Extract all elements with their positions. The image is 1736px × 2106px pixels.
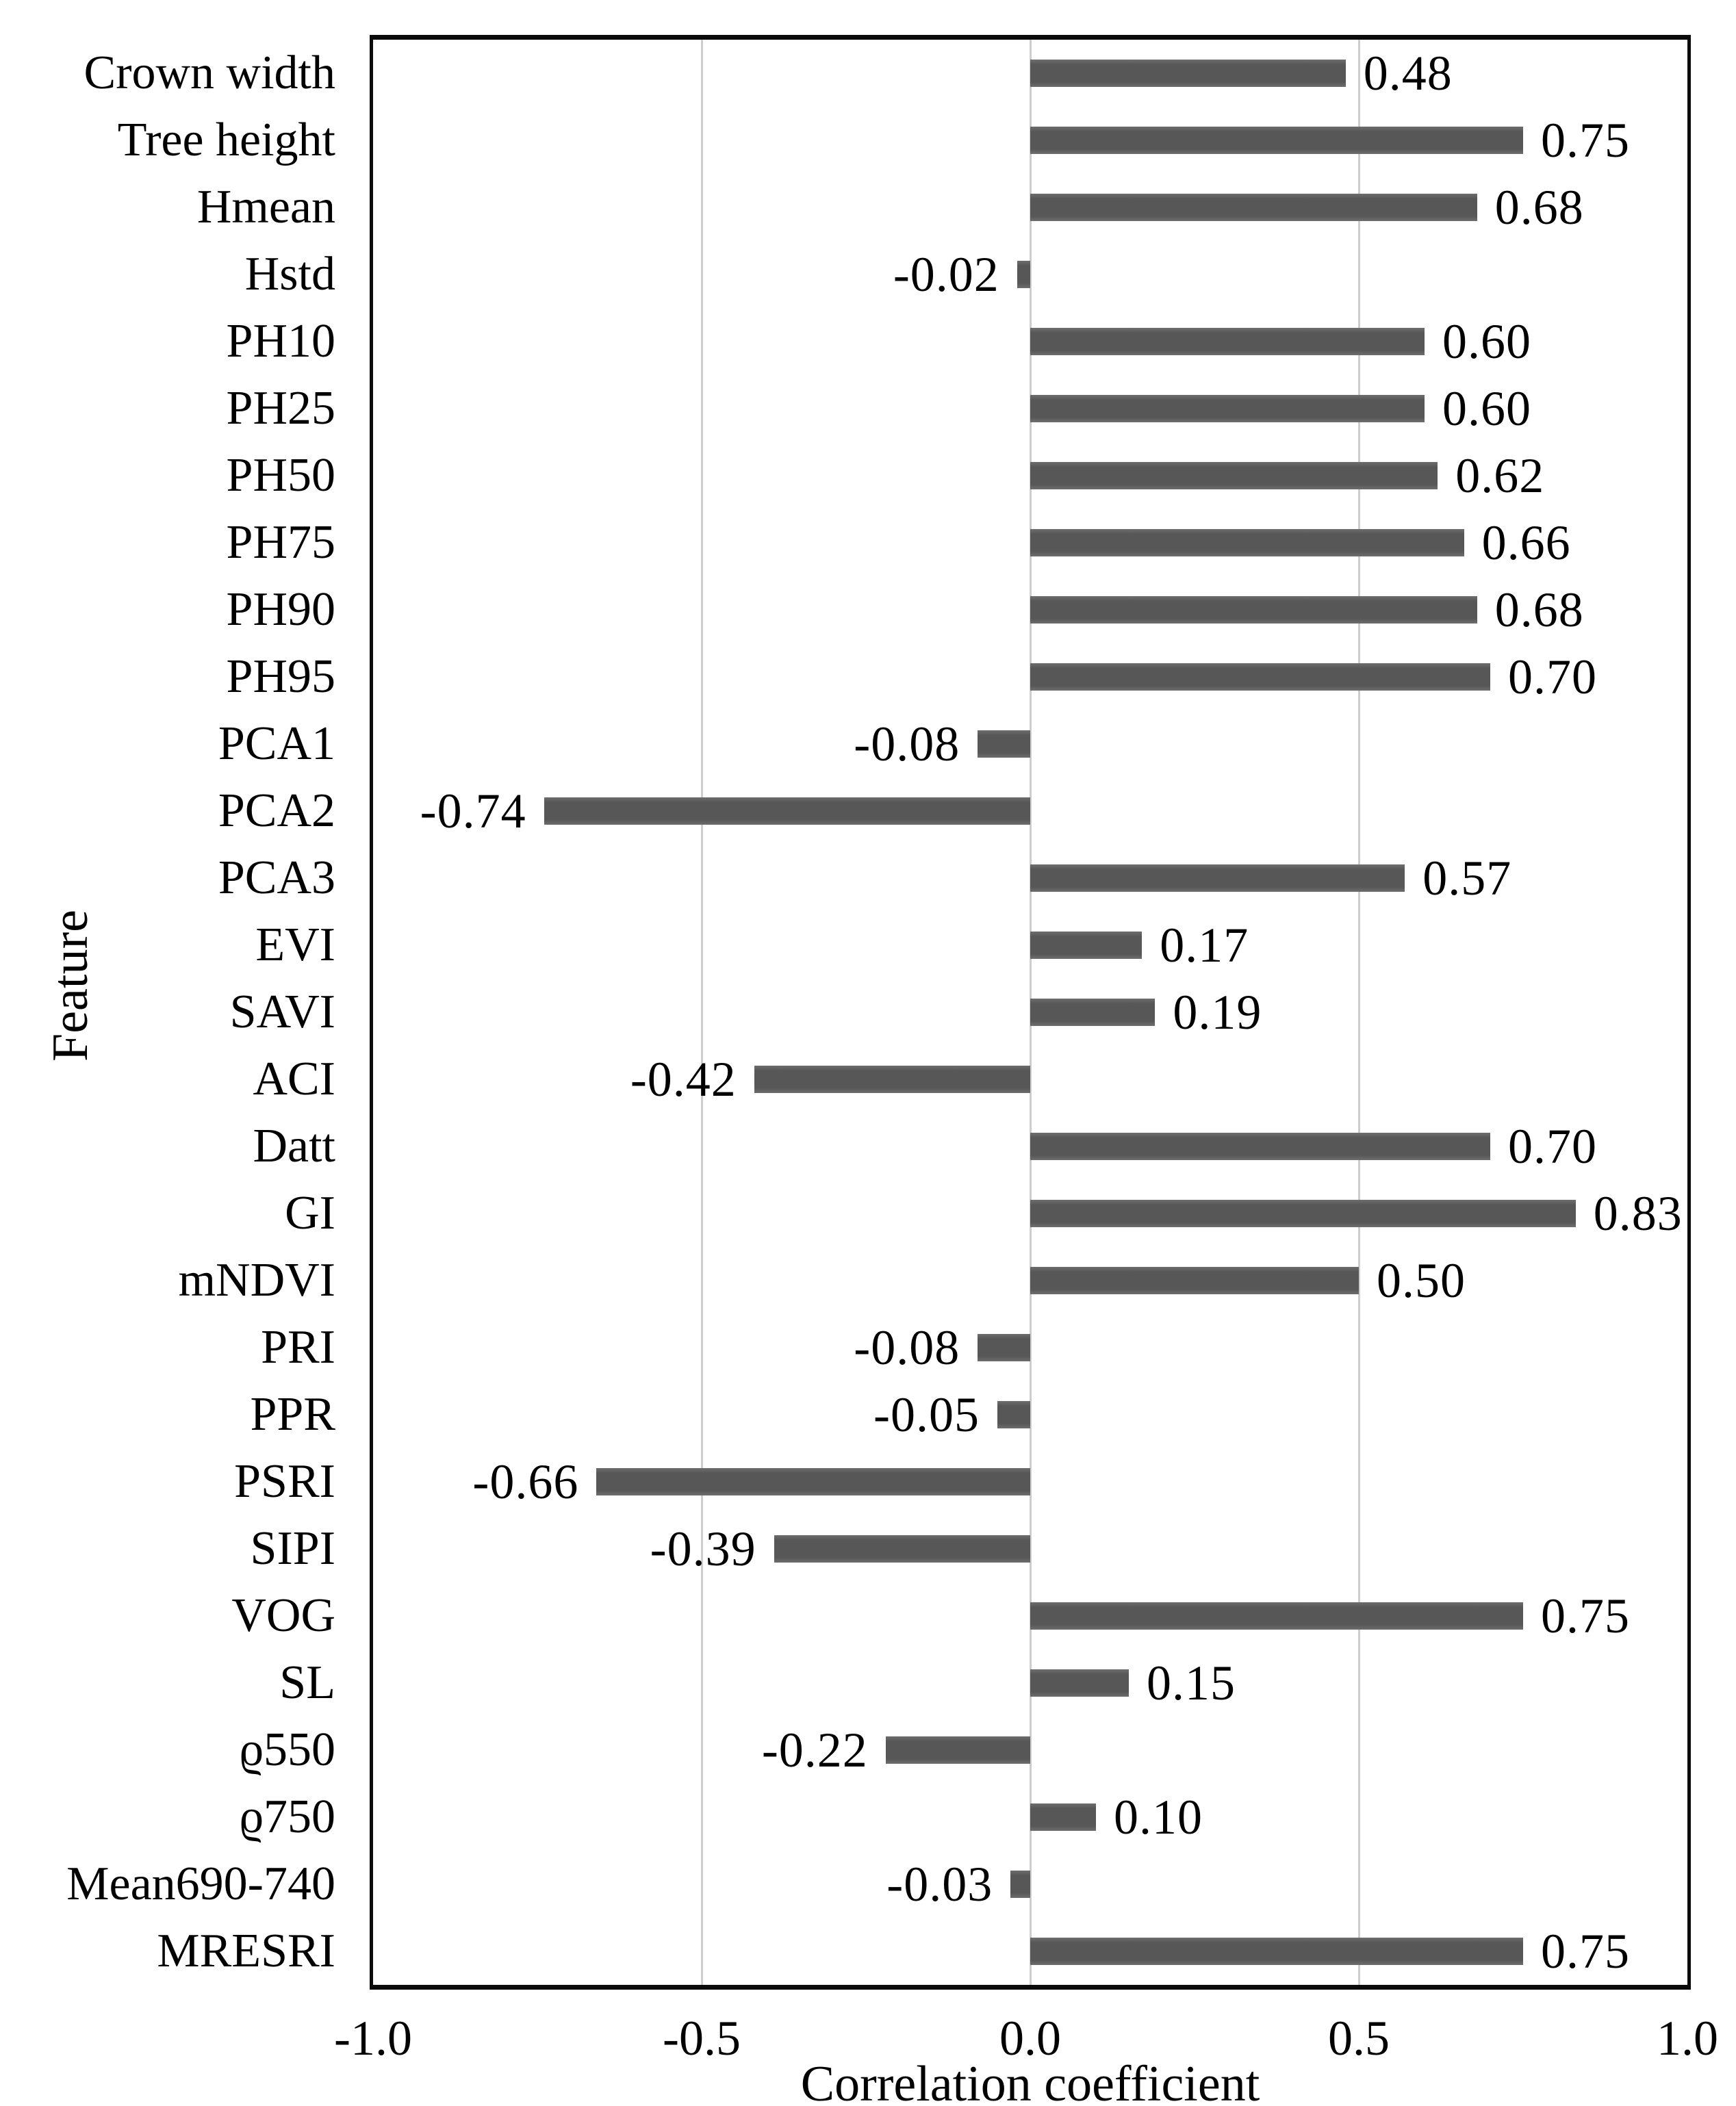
bar-value-label: 0.83: [1593, 1186, 1683, 1241]
bar-value-label: 0.48: [1363, 46, 1453, 101]
bar-value-label: -0.03: [886, 1857, 993, 1912]
category-label: PH90: [226, 583, 335, 636]
bar-value-label: -0.08: [854, 717, 960, 771]
bar: [1030, 194, 1477, 221]
x-tick-label: -1.0: [334, 2011, 412, 2066]
bar: [1030, 60, 1346, 87]
bar-value-label: 0.10: [1114, 1790, 1203, 1845]
bar: [1010, 1871, 1030, 1898]
category-label: ϱ750: [239, 1790, 335, 1843]
category-label: ϱ550: [239, 1723, 335, 1776]
category-label: GI: [285, 1187, 335, 1240]
x-tick-label: 0.0: [999, 2011, 1061, 2066]
bar: [1030, 1200, 1576, 1227]
x-tick-label: 1.0: [1657, 2011, 1718, 2066]
bar: [1030, 462, 1438, 489]
category-label: SL: [279, 1656, 335, 1709]
category-label: PSRI: [234, 1455, 335, 1508]
plot-area: 0.48 0.75 0.68 -0.02 0.60 0.60 0.62 0.66 0.68 0.7…: [370, 35, 1691, 1990]
category-label: VOG: [231, 1589, 335, 1642]
bar: [978, 1334, 1030, 1361]
bar-value-label: -0.05: [873, 1387, 980, 1442]
bar: [1030, 999, 1156, 1026]
category-label: Mean690-740: [66, 1858, 335, 1910]
category-label: MRESRI: [157, 1925, 335, 1977]
bar: [1030, 1602, 1523, 1630]
bar-value-label: 0.68: [1494, 582, 1584, 637]
bar: [1030, 1938, 1523, 1965]
bar-value-label: 0.60: [1442, 314, 1531, 369]
bar-value-label: 0.75: [1541, 113, 1630, 168]
category-label: PCA1: [218, 717, 335, 770]
bar: [1030, 596, 1477, 624]
bar-value-label: 0.57: [1422, 851, 1512, 906]
bar: [754, 1066, 1030, 1093]
bar-value-label: 0.50: [1377, 1253, 1466, 1308]
bar: [1030, 932, 1143, 959]
bar: [997, 1401, 1030, 1428]
bar-value-label: -0.39: [650, 1521, 756, 1576]
bar-value-label: 0.19: [1173, 985, 1262, 1040]
bar-value-label: 0.66: [1481, 515, 1571, 570]
bar-value-label: -0.08: [854, 1320, 960, 1375]
bar: [774, 1535, 1030, 1563]
bar-value-label: 0.15: [1147, 1656, 1236, 1710]
category-label: Datt: [253, 1120, 335, 1172]
gridline: [700, 40, 703, 1985]
category-label: EVI: [255, 919, 335, 971]
category-label: PCA3: [218, 851, 335, 904]
bar-value-label: -0.22: [761, 1723, 868, 1777]
bar: [1030, 663, 1490, 691]
category-label: Tree height: [117, 114, 335, 166]
bar: [1017, 261, 1030, 288]
bar: [544, 797, 1030, 825]
bar: [1030, 529, 1464, 556]
bar: [1030, 1669, 1129, 1697]
y-axis-category-labels: Crown width Tree height Hmean Hstd PH10 PH25 P…: [0, 0, 335, 2106]
bar: [1030, 1133, 1490, 1160]
category-label: PH25: [226, 382, 335, 435]
category-label: PH75: [226, 516, 335, 569]
bar: [978, 730, 1030, 758]
category-label: Hmean: [196, 181, 335, 233]
category-label: PH95: [226, 650, 335, 703]
category-label: PCA2: [218, 784, 335, 837]
x-axis-title: Correlation coefficient: [800, 2056, 1260, 2106]
bar-value-label: -0.02: [893, 247, 999, 302]
bar-value-label: 0.75: [1541, 1924, 1630, 1979]
category-label: ACI: [253, 1053, 335, 1105]
bar-value-label: 0.70: [1508, 1119, 1597, 1174]
bar: [1030, 1267, 1359, 1294]
bar-value-label: 0.68: [1494, 180, 1584, 235]
bar-value-label: -0.66: [472, 1454, 579, 1509]
bar: [1030, 328, 1425, 355]
bar-value-label: 0.62: [1455, 448, 1545, 503]
bar: [1030, 127, 1523, 154]
bar-value-label: -0.42: [630, 1052, 737, 1107]
bar: [885, 1736, 1030, 1764]
x-tick-label: 0.5: [1328, 2011, 1390, 2066]
bar: [1030, 395, 1425, 422]
category-label: PH50: [226, 449, 335, 502]
category-label: SAVI: [229, 986, 335, 1038]
category-label: PH10: [226, 315, 335, 368]
category-label: PPR: [250, 1388, 335, 1441]
bar-value-label: 0.17: [1160, 918, 1249, 973]
gridline: [1357, 40, 1360, 1985]
category-label: PRI: [261, 1321, 335, 1374]
bar-value-label: 0.75: [1541, 1589, 1630, 1643]
bar-value-label: -0.74: [420, 784, 526, 838]
bar-value-label: 0.70: [1508, 650, 1597, 704]
x-tick-label: -0.5: [663, 2011, 741, 2066]
bar: [1030, 864, 1405, 892]
bar: [1030, 1803, 1096, 1831]
bar: [596, 1468, 1030, 1495]
category-label: Hstd: [244, 248, 335, 300]
bar-value-label: 0.60: [1442, 381, 1531, 436]
category-label: SIPI: [250, 1522, 335, 1575]
category-label: mNDVI: [178, 1254, 335, 1307]
category-label: Crown width: [84, 47, 336, 99]
